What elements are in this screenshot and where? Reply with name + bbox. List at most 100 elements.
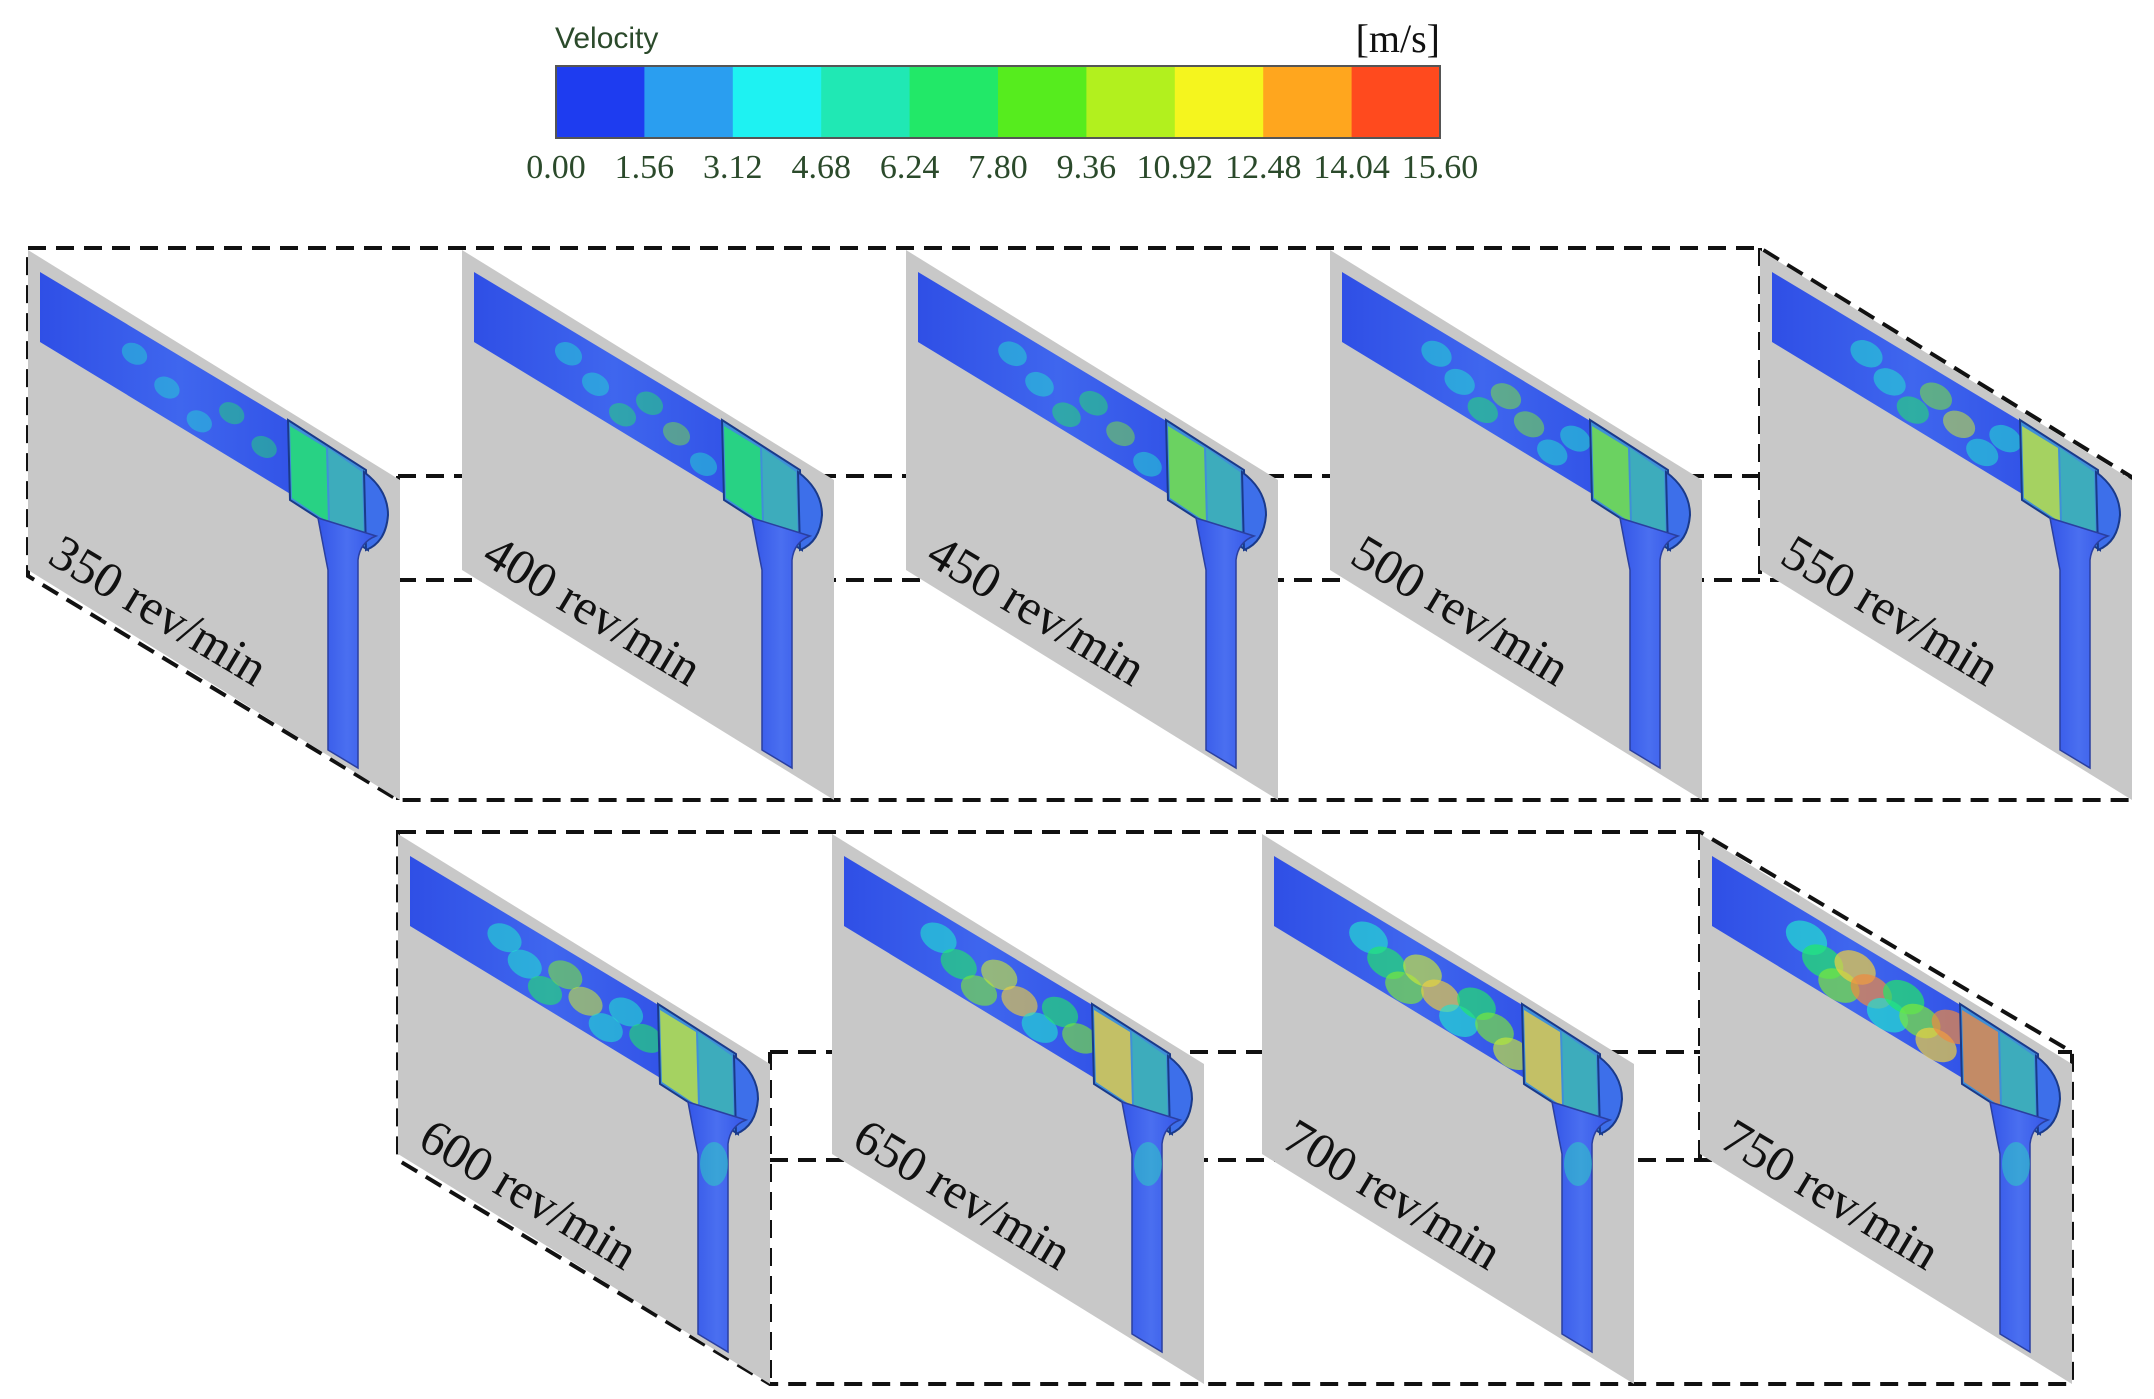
flow-blob — [527, 976, 563, 1005]
vertical-outlet-pipe — [1619, 516, 1681, 770]
flow-blob — [689, 452, 718, 476]
outlet-flow-blob — [1134, 1142, 1162, 1186]
impeller-blade — [1562, 1032, 1598, 1128]
impeller-blade — [724, 426, 762, 522]
flow-blob — [1850, 340, 1883, 368]
impeller-blade — [1132, 1032, 1168, 1128]
flow-blob — [662, 422, 691, 446]
flow-blob — [219, 402, 245, 425]
impeller-blade — [1168, 426, 1206, 522]
flow-blob — [1421, 340, 1452, 367]
legend-swatch-9 — [1351, 66, 1441, 138]
legend-swatches — [556, 66, 1441, 138]
impeller-blade — [1962, 1010, 2000, 1106]
panel-4: 500 rev/min — [1330, 250, 1702, 800]
flow-blob — [1367, 946, 1406, 980]
pipe-end-cap — [1166, 1053, 1194, 1136]
flow-blob — [251, 435, 277, 458]
outlet-flow-blob — [1564, 1142, 1592, 1186]
flow-blob — [1062, 1023, 1099, 1054]
velocity-color-legend: Velocity [m/s] 0.00 1.56 3.12 4.68 6.24 7.80 9… — [526, 16, 1478, 186]
impeller-blade — [1094, 1010, 1132, 1106]
flow-blob — [1942, 410, 1976, 439]
pipe-end-cap — [732, 1053, 760, 1136]
impeller-blade — [2060, 448, 2096, 544]
panel-2: 400 rev/min — [462, 250, 834, 800]
flow-blob — [1444, 368, 1475, 395]
vertical-outlet-pipe — [751, 516, 813, 770]
pipe-end-cap — [1596, 1053, 1624, 1136]
flow-blob — [588, 1013, 623, 1043]
impeller-blade — [328, 448, 364, 544]
horizontal-pipe — [918, 272, 1198, 512]
legend-frame — [555, 65, 1441, 139]
legend-unit: [m/s] — [1356, 16, 1440, 61]
legend-swatch-2 — [732, 66, 822, 138]
flow-blob — [1896, 396, 1929, 424]
legend-tick-label: 12.48 — [1225, 149, 1302, 186]
panel-7: 650 rev/min — [832, 834, 1204, 1384]
impeller-blade — [698, 1032, 734, 1128]
impeller-blade — [762, 448, 798, 544]
legend-tick-label: 1.56 — [615, 149, 675, 186]
legend-title: Velocity — [555, 22, 658, 55]
impeller-blade — [2000, 1032, 2036, 1128]
flow-blob — [1106, 421, 1135, 447]
outlet-flow-blob — [700, 1142, 728, 1186]
flow-blob — [1133, 451, 1162, 477]
flow-blob — [940, 948, 977, 980]
legend-swatch-0 — [556, 66, 645, 138]
flow-blob — [507, 949, 542, 979]
panel-9: 750 rev/min — [1700, 834, 2072, 1384]
pipe-end-cap — [796, 469, 824, 552]
impeller-blade — [660, 1010, 698, 1106]
pipe-end-cap — [362, 469, 390, 552]
flow-blob — [1475, 1012, 1514, 1046]
flow-blob — [920, 922, 957, 954]
flow-blob — [554, 342, 583, 366]
flow-blob — [1349, 921, 1388, 955]
top-box-outline — [26, 246, 2132, 802]
legend-swatch-8 — [1263, 66, 1353, 138]
flow-blob — [121, 342, 148, 365]
flow-blob — [1467, 397, 1498, 424]
panel-3: 450 rev/min — [906, 250, 1278, 800]
impeller-blade — [2022, 426, 2060, 522]
flow-blob — [487, 923, 522, 953]
legend-tick-label: 0.00 — [526, 149, 586, 186]
legend-swatch-1 — [644, 66, 734, 138]
legend-tick-label: 6.24 — [880, 149, 940, 186]
panel-6: 600 rev/min — [398, 834, 770, 1384]
legend-ticks: 0.00 1.56 3.12 4.68 6.24 7.80 9.36 10.92 12.48 14… — [526, 149, 1478, 186]
flow-blob — [1989, 424, 2022, 453]
panel-5: 550 rev/min — [1760, 250, 2132, 800]
impeller-blade — [290, 426, 328, 522]
impeller-blade — [1524, 1010, 1562, 1106]
flow-blob — [1041, 996, 1079, 1028]
flow-blob — [1457, 987, 1496, 1021]
vertical-outlet-pipe — [2049, 516, 2111, 770]
flow-blob — [635, 391, 664, 415]
flow-blob — [1560, 425, 1591, 452]
flow-blob — [629, 1023, 664, 1053]
impeller-blade — [1592, 426, 1630, 522]
legend-tick-label: 9.36 — [1057, 149, 1117, 186]
legend-tick-label: 14.04 — [1313, 149, 1390, 186]
pipe-end-cap — [2034, 1053, 2062, 1136]
flow-blob — [1490, 383, 1522, 410]
legend-swatch-6 — [1086, 66, 1176, 138]
flow-blob — [581, 372, 610, 396]
flow-blob — [1052, 402, 1081, 428]
panel-1: 350 rev/min — [28, 250, 400, 800]
flow-blob — [1421, 979, 1460, 1013]
pipe-end-cap — [2094, 469, 2122, 552]
legend-tick-label: 10.92 — [1137, 149, 1214, 186]
impeller-blade — [1206, 448, 1242, 544]
legend-tick-label: 3.12 — [703, 149, 763, 186]
legend-swatch-4 — [909, 66, 999, 138]
flow-blob — [998, 341, 1027, 367]
pipe-end-cap — [1664, 469, 1692, 552]
legend-tick-label: 7.80 — [968, 149, 1028, 186]
flow-blob — [981, 959, 1018, 991]
